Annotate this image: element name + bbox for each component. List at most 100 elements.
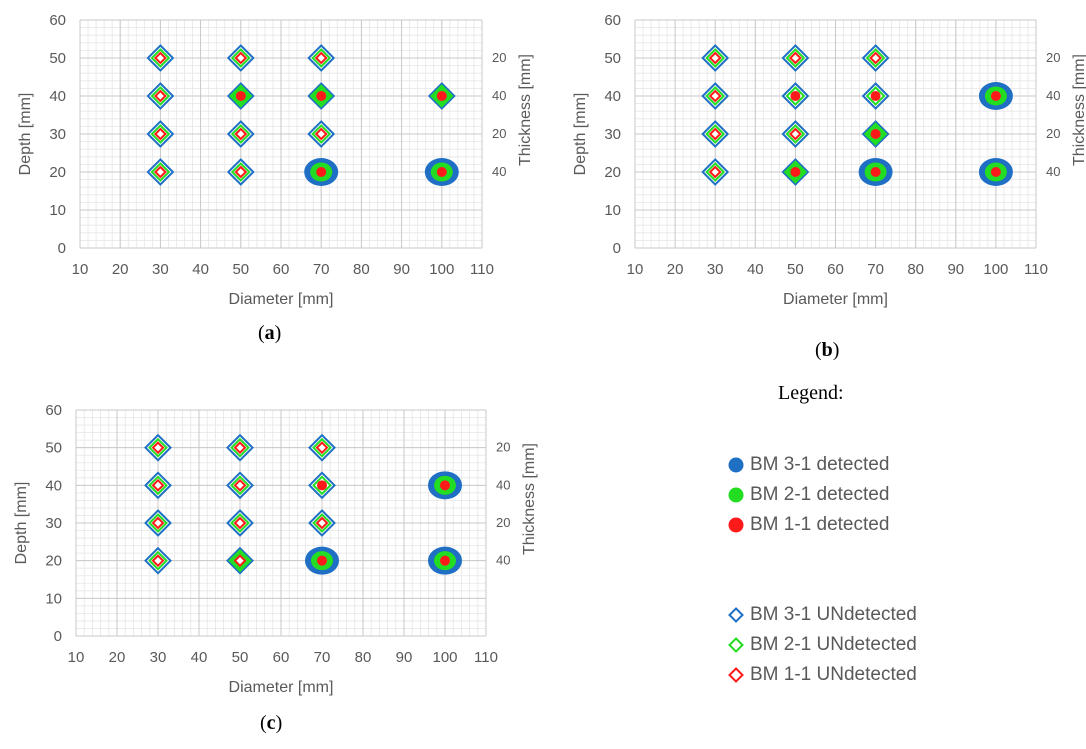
x-tick-label: 60 — [827, 261, 844, 278]
y-tick-label: 60 — [45, 402, 62, 419]
y-tick-label: 40 — [604, 88, 621, 105]
y-tick-label: 40 — [49, 88, 66, 105]
y-tick-label: 10 — [604, 202, 621, 219]
marker-bm1-detected — [790, 167, 801, 177]
marker-bm1-undetected — [233, 554, 247, 568]
marker-bm1-detected — [440, 555, 450, 566]
x-tick-label: 10 — [72, 261, 89, 278]
y-tick-label: 20 — [45, 553, 62, 570]
legend-item-bm3-detected: BM 3-1 detected — [728, 454, 889, 476]
y-tick-label: 30 — [45, 515, 62, 532]
x-tick-label: 20 — [109, 649, 126, 666]
x-tick-label: 10 — [68, 649, 85, 666]
chart-panel-b: 10 20 30 40 50 60 70 80 90 100 110 0 10 20 30 40 50 60 20 4… — [572, 12, 1086, 308]
legend-label: BM 2-1 UNdetected — [750, 634, 917, 655]
y-tick-label: 30 — [49, 126, 66, 143]
marker-bm1-undetected — [151, 441, 165, 455]
x-tick-label: 70 — [314, 649, 331, 666]
marker-bm1-detected — [316, 167, 327, 177]
marker-bm1-undetected — [314, 127, 328, 141]
x-tick-label: 30 — [152, 261, 169, 278]
y2-tick-label: 40 — [496, 477, 510, 492]
x-tick-label: 100 — [432, 649, 457, 666]
caption-a: (a) — [258, 322, 282, 344]
x-axis-label: Diameter [mm] — [783, 291, 888, 308]
caption-c: (c) — [260, 712, 283, 734]
legend-label: BM 3-1 UNdetected — [750, 604, 917, 625]
y-tick-label: 50 — [49, 50, 66, 67]
marker-bm1-undetected — [153, 51, 167, 65]
y2-tick-label: 20 — [496, 515, 510, 530]
y2-tick-label: 20 — [1046, 126, 1060, 141]
y2-tick-label: 40 — [1046, 88, 1060, 103]
marker-bm1-detected — [316, 91, 327, 101]
marker-bm1-undetected — [788, 51, 802, 65]
marker-bm1-detected — [436, 91, 447, 101]
x-tick-label: 50 — [232, 261, 249, 278]
y-tick-label: 50 — [45, 440, 62, 457]
y-tick-label: 60 — [49, 12, 66, 29]
x-axis-label: Diameter [mm] — [229, 679, 334, 696]
y-axis-label: Depth [mm] — [17, 93, 34, 176]
x-tick-label: 110 — [470, 261, 494, 278]
marker-bm1-undetected — [151, 478, 165, 492]
marker-bm1-detected — [870, 129, 881, 139]
marker-bm1-undetected — [315, 516, 329, 530]
x-tick-label: 80 — [907, 261, 924, 278]
marker-bm1-undetected — [708, 165, 722, 179]
x-tick-label: 70 — [313, 261, 330, 278]
x-tick-label: 10 — [627, 261, 644, 278]
x-tick-label: 30 — [150, 649, 167, 666]
marker-bm1-undetected — [788, 127, 802, 141]
legend-label: BM 3-1 detected — [750, 454, 890, 475]
marker-bm1-detected — [440, 480, 450, 491]
chart-panel-c: 10 20 30 40 50 60 70 80 90 100 110 0 10 20 30 40 50 60 20 4… — [13, 402, 538, 696]
x-tick-label: 110 — [474, 649, 498, 666]
legend-label: BM 2-1 detected — [750, 484, 890, 505]
marker-bm1-detected — [235, 91, 246, 101]
marker-bm1-undetected — [234, 165, 248, 179]
y-tick-label: 0 — [613, 240, 621, 257]
y2-tick-label: 40 — [492, 164, 506, 179]
marker-bm1-undetected — [869, 51, 883, 65]
y-tick-label: 20 — [49, 164, 66, 181]
x-tick-label: 80 — [353, 261, 370, 278]
x-tick-label: 100 — [429, 261, 454, 278]
marker-bm1-undetected — [151, 554, 165, 568]
legend-title: Legend: — [778, 382, 844, 404]
y-tick-label: 30 — [604, 126, 621, 143]
x-tick-label: 100 — [983, 261, 1008, 278]
x-tick-label: 70 — [867, 261, 884, 278]
y2-tick-label: 20 — [492, 50, 506, 65]
y2-tick-label: 20 — [1046, 50, 1060, 65]
x-tick-label: 80 — [355, 649, 372, 666]
marker-bm1-detected — [990, 91, 1001, 101]
marker-bm1-detected — [870, 167, 881, 177]
y2-tick-label: 20 — [492, 126, 506, 141]
marker-bm1-undetected — [234, 51, 248, 65]
marker-bm1-detected — [436, 167, 447, 177]
marker-bm1-undetected — [708, 127, 722, 141]
caption-b: (b) — [815, 339, 840, 361]
marker-bm1-undetected — [153, 89, 167, 103]
marker-bm1-undetected — [234, 127, 248, 141]
x-tick-label: 90 — [393, 261, 410, 278]
x-tick-label: 20 — [112, 261, 129, 278]
marker-bm1-undetected — [233, 516, 247, 530]
y-tick-label: 10 — [45, 590, 62, 607]
y2-axis-label: Thickness [mm] — [1071, 54, 1086, 166]
y-axis-label: Depth [mm] — [13, 482, 30, 565]
marker-bm1-detected — [990, 167, 1001, 177]
marker-bm1-detected — [870, 91, 881, 101]
marker-bm1-undetected — [314, 51, 328, 65]
x-tick-label: 40 — [747, 261, 764, 278]
x-tick-label: 20 — [667, 261, 684, 278]
x-tick-label: 30 — [707, 261, 724, 278]
legend-item-bm2-undetected: BM 2-1 UNdetected — [728, 634, 917, 656]
y-tick-label: 0 — [58, 240, 66, 257]
y-tick-label: 50 — [604, 50, 621, 67]
x-tick-label: 50 — [232, 649, 249, 666]
legend-item-bm3-undetected: BM 3-1 UNdetected — [728, 604, 917, 626]
marker-bm1-detected — [317, 480, 327, 491]
legend-item-bm1-detected: BM 1-1 detected — [728, 514, 889, 536]
